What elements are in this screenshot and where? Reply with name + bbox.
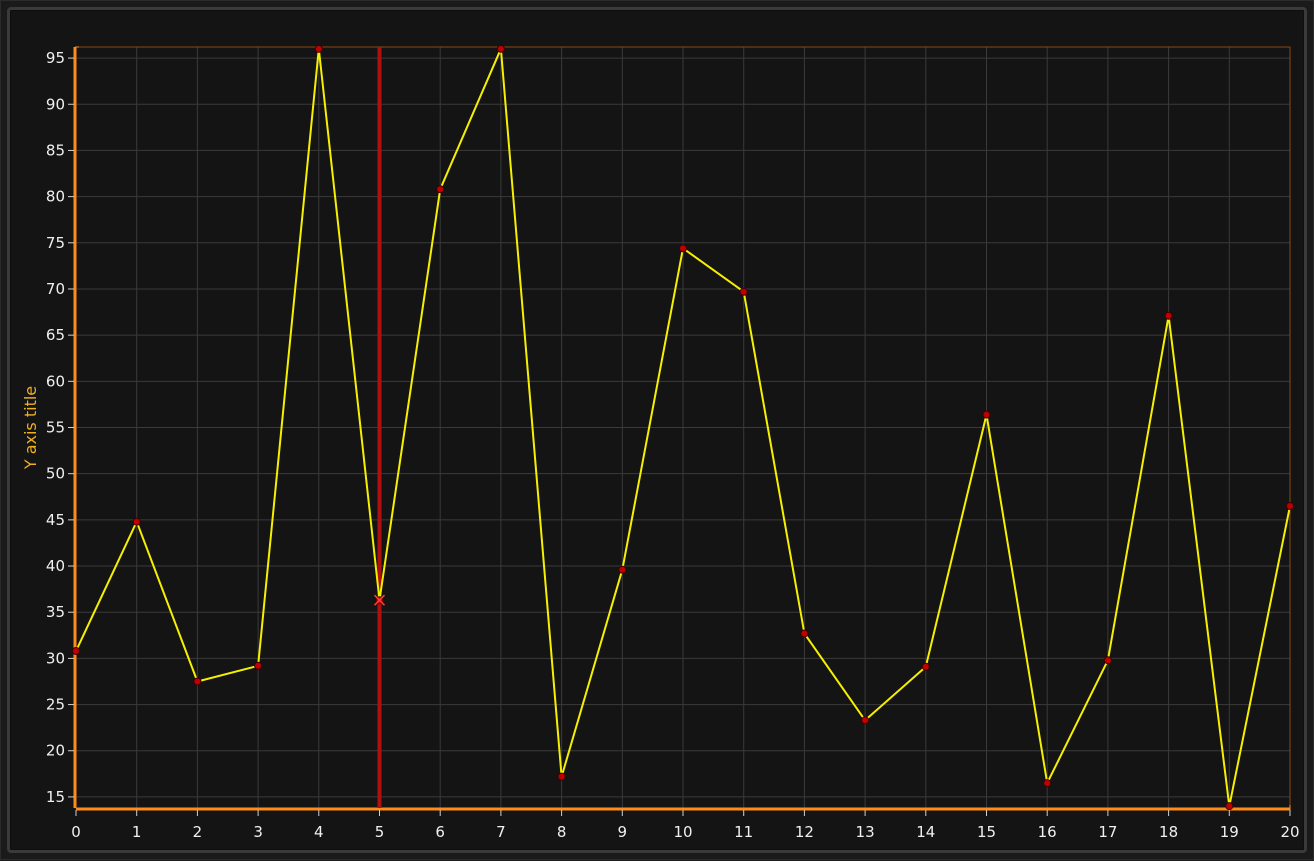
y-tick-label: 15: [46, 788, 65, 806]
data-point[interactable]: [1164, 311, 1173, 320]
y-tick-label: 30: [46, 649, 65, 667]
y-tick-label: 50: [46, 465, 65, 483]
data-point[interactable]: [436, 185, 445, 194]
data-point[interactable]: [861, 716, 870, 725]
x-tick-label: 9: [618, 823, 628, 841]
x-tick-label: 5: [375, 823, 385, 841]
y-tick-label: 20: [46, 742, 65, 760]
data-point[interactable]: [193, 677, 202, 686]
x-tick-label: 15: [977, 823, 996, 841]
data-point[interactable]: [739, 287, 748, 296]
data-point[interactable]: [557, 772, 566, 781]
y-axis-title: Y axis title: [21, 386, 40, 470]
x-tick-label: 11: [734, 823, 753, 841]
y-tick-label: 75: [46, 234, 65, 252]
x-tick-label: 14: [916, 823, 935, 841]
y-tick-label: 60: [46, 372, 65, 390]
y-tick-label: 55: [46, 419, 65, 437]
y-tick-label: 85: [46, 141, 65, 159]
data-point[interactable]: [1103, 656, 1112, 665]
y-tick-label: 70: [46, 280, 65, 298]
data-point[interactable]: [72, 646, 80, 655]
y-tick-label: 80: [46, 188, 65, 206]
y-tick-label: 25: [46, 696, 65, 714]
data-point[interactable]: [132, 517, 141, 526]
data-point[interactable]: [314, 44, 323, 53]
x-tick-label: 18: [1159, 823, 1178, 841]
x-tick-label: 6: [435, 823, 445, 841]
x-tick-label: 17: [1098, 823, 1117, 841]
y-tick-label: 65: [46, 326, 65, 344]
y-tick-label: 40: [46, 557, 65, 575]
data-point[interactable]: [1225, 802, 1234, 811]
x-tick-label: 12: [795, 823, 814, 841]
x-tick-label: 0: [71, 823, 81, 841]
data-point[interactable]: [921, 662, 930, 671]
x-tick-label: 8: [557, 823, 567, 841]
data-point[interactable]: [1043, 779, 1052, 788]
x-tick-label: 4: [314, 823, 324, 841]
y-tick-label: 95: [46, 49, 65, 67]
data-point[interactable]: [496, 44, 505, 53]
y-tick-label: 45: [46, 511, 65, 529]
x-tick-label: 1: [132, 823, 142, 841]
data-point[interactable]: [1286, 502, 1294, 511]
x-tick-label: 13: [856, 823, 875, 841]
data-point[interactable]: [618, 565, 627, 574]
x-tick-label: 19: [1220, 823, 1239, 841]
x-tick-label: 3: [253, 823, 263, 841]
x-tick-label: 7: [496, 823, 506, 841]
x-tick-label: 16: [1038, 823, 1057, 841]
x-tick-label: 2: [193, 823, 203, 841]
data-point[interactable]: [800, 629, 809, 638]
y-tick-label: 35: [46, 603, 65, 621]
x-tick-label: 20: [1280, 823, 1299, 841]
y-tick-label: 90: [46, 95, 65, 113]
cursor-marker: [373, 594, 386, 606]
data-point[interactable]: [982, 410, 991, 419]
data-point[interactable]: [679, 244, 687, 253]
data-point[interactable]: [254, 661, 263, 670]
x-tick-label: 10: [673, 823, 692, 841]
